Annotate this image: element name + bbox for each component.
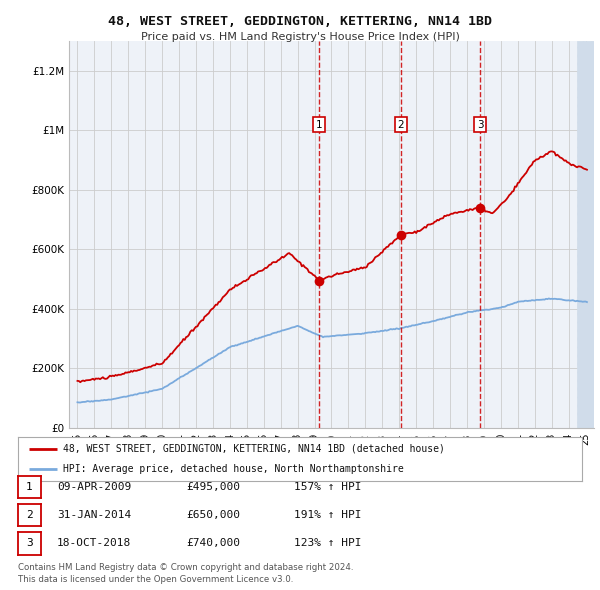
Text: 3: 3: [26, 539, 33, 548]
Text: 48, WEST STREET, GEDDINGTON, KETTERING, NN14 1BD (detached house): 48, WEST STREET, GEDDINGTON, KETTERING, …: [63, 444, 445, 454]
Text: 157% ↑ HPI: 157% ↑ HPI: [294, 482, 361, 491]
Text: This data is licensed under the Open Government Licence v3.0.: This data is licensed under the Open Gov…: [18, 575, 293, 584]
Text: 18-OCT-2018: 18-OCT-2018: [57, 539, 131, 548]
Text: Price paid vs. HM Land Registry's House Price Index (HPI): Price paid vs. HM Land Registry's House …: [140, 32, 460, 42]
Text: Contains HM Land Registry data © Crown copyright and database right 2024.: Contains HM Land Registry data © Crown c…: [18, 563, 353, 572]
Text: £495,000: £495,000: [186, 482, 240, 491]
Bar: [577, 41, 596, 428]
Text: 3: 3: [477, 120, 484, 130]
Text: 2: 2: [26, 510, 33, 520]
Text: 48, WEST STREET, GEDDINGTON, KETTERING, NN14 1BD: 48, WEST STREET, GEDDINGTON, KETTERING, …: [108, 15, 492, 28]
Text: 191% ↑ HPI: 191% ↑ HPI: [294, 510, 361, 520]
Text: 1: 1: [316, 120, 322, 130]
Text: 1: 1: [26, 482, 33, 491]
Text: £740,000: £740,000: [186, 539, 240, 548]
Text: 123% ↑ HPI: 123% ↑ HPI: [294, 539, 361, 548]
Text: 31-JAN-2014: 31-JAN-2014: [57, 510, 131, 520]
Text: HPI: Average price, detached house, North Northamptonshire: HPI: Average price, detached house, Nort…: [63, 464, 404, 474]
Text: £650,000: £650,000: [186, 510, 240, 520]
Text: 2: 2: [397, 120, 404, 130]
Text: 09-APR-2009: 09-APR-2009: [57, 482, 131, 491]
